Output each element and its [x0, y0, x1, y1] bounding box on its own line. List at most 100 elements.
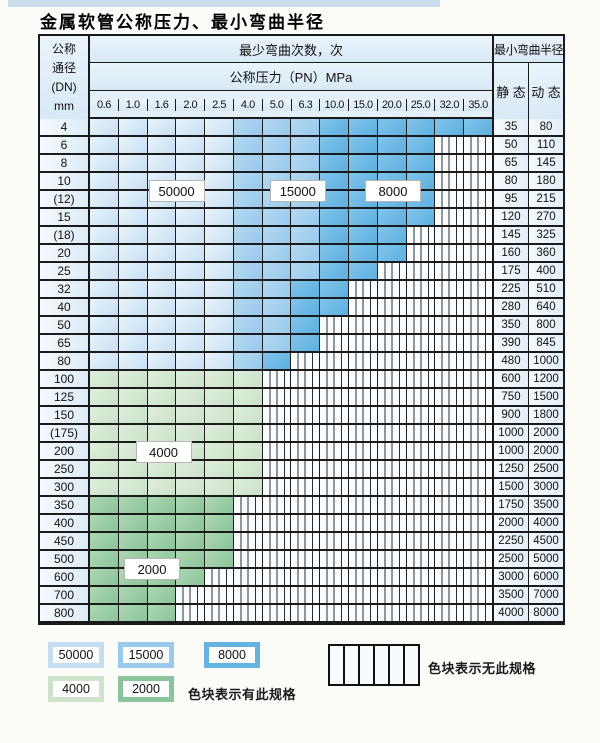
- cycle-cell-4000: [90, 371, 119, 387]
- table-row: 150 900 1800: [40, 407, 563, 425]
- no-spec-cell: [464, 461, 492, 477]
- static-radius-cell: 145: [494, 227, 529, 243]
- cycle-cell-4000: [233, 407, 263, 423]
- no-spec-cell: [435, 389, 465, 405]
- cycle-cell-50000: [205, 299, 234, 315]
- no-spec-cell: [464, 173, 492, 189]
- no-spec-cell: [435, 263, 465, 279]
- pressure-col-header: 1.6: [147, 99, 177, 111]
- no-spec-cell: [320, 605, 350, 621]
- cycle-cell-15000: [233, 299, 263, 315]
- dn-cell: 8: [40, 155, 90, 171]
- no-spec-cell: [406, 371, 436, 387]
- no-spec-cell: [176, 605, 206, 621]
- dynamic-radius-cell: 5000: [529, 551, 563, 567]
- table-row: 4 35 80: [40, 119, 563, 137]
- cycle-cell-50000: [147, 281, 177, 297]
- no-spec-cell: [377, 587, 407, 603]
- cycle-cell-50000: [90, 191, 119, 207]
- legend-has-spec-text: 色块表示有此规格: [188, 687, 297, 702]
- no-spec-cell: [320, 587, 350, 603]
- cycle-cell-15000: [262, 209, 292, 225]
- cycle-cell-50000: [90, 245, 119, 261]
- no-spec-cell: [320, 425, 350, 441]
- cycle-cell-50000: [176, 353, 206, 369]
- cycle-cell-15000: [291, 155, 321, 171]
- cycles-grid: [90, 497, 494, 513]
- table-body: 4 35 80 6 50 110 8 65 145 10 80 180 (12) 95 215 15 120 27…: [40, 119, 563, 623]
- pressure-col-header: 2.0: [176, 99, 206, 111]
- cycle-cell-8000: [349, 245, 378, 261]
- cycles-grid: [90, 227, 494, 243]
- cycles-grid: [90, 479, 494, 495]
- cycle-cell-50000: [205, 155, 234, 171]
- cycle-cell-8000: [406, 155, 436, 171]
- table-row: 450 2250 4500: [40, 533, 563, 551]
- dynamic-radius-cell: 1500: [529, 389, 563, 405]
- cycle-cell-50000: [90, 281, 119, 297]
- cycle-cell-50000: [118, 245, 148, 261]
- cycle-count-label: 2000: [124, 558, 181, 580]
- no-spec-cell: [320, 335, 350, 351]
- no-spec-cell: [435, 173, 465, 189]
- dynamic-radius-cell: 640: [529, 299, 563, 315]
- dn-cell: 65: [40, 335, 90, 351]
- cycle-cell-15000: [233, 137, 263, 153]
- cycle-cell-50000: [118, 137, 148, 153]
- no-spec-cell: [320, 407, 350, 423]
- cycle-cell-8000: [291, 281, 321, 297]
- no-spec-cell: [377, 569, 407, 585]
- no-spec-cell: [291, 605, 321, 621]
- cycle-cell-2000: [205, 515, 234, 531]
- cycle-cell-8000: [349, 227, 378, 243]
- no-spec-cell: [349, 407, 378, 423]
- cycles-grid: [90, 317, 494, 333]
- no-spec-cell: [377, 461, 407, 477]
- no-spec-cell: [349, 425, 378, 441]
- no-spec-cell: [349, 515, 378, 531]
- corner-header-dn: 公称 通径 (DN) mm: [40, 36, 90, 119]
- static-radius-cell: 600: [494, 371, 529, 387]
- dn-cell: 600: [40, 569, 90, 585]
- static-radius-cell: 350: [494, 317, 529, 333]
- no-spec-cell: [464, 605, 492, 621]
- cycle-cell-50000: [176, 119, 206, 135]
- cycles-grid: [90, 137, 494, 153]
- table-row: 65 390 845: [40, 335, 563, 353]
- no-spec-cell: [349, 479, 378, 495]
- cycle-cell-15000: [233, 227, 263, 243]
- no-spec-cell: [320, 371, 350, 387]
- cycle-cell-50000: [147, 299, 177, 315]
- cycle-count-label: 4000: [135, 441, 192, 463]
- cycle-cell-50000: [118, 335, 148, 351]
- static-radius-cell: 390: [494, 335, 529, 351]
- no-spec-cell: [262, 551, 292, 567]
- no-spec-cell: [262, 497, 292, 513]
- no-spec-cell: [320, 533, 350, 549]
- dn-cell: 100: [40, 371, 90, 387]
- cycle-cell-4000: [233, 389, 263, 405]
- no-spec-cell: [320, 461, 350, 477]
- no-spec-cell: [349, 353, 378, 369]
- cycle-cell-15000: [233, 317, 263, 333]
- no-spec-cell: [205, 587, 234, 603]
- no-spec-cell: [377, 389, 407, 405]
- no-spec-cell: [406, 569, 436, 585]
- cycles-grid: [90, 353, 494, 369]
- legend-swatch-8000: 8000: [204, 642, 260, 668]
- static-radius-cell: 95: [494, 191, 529, 207]
- cycle-cell-8000: [377, 245, 407, 261]
- cycle-cell-50000: [205, 209, 234, 225]
- cycle-cell-2000: [176, 551, 206, 567]
- cycle-cell-2000: [90, 515, 119, 531]
- cycle-cell-4000: [147, 389, 177, 405]
- cycle-cell-4000: [118, 371, 148, 387]
- no-spec-cell: [435, 569, 465, 585]
- no-spec-cell: [320, 515, 350, 531]
- cycle-cell-50000: [205, 281, 234, 297]
- table-row: 32 225 510: [40, 281, 563, 299]
- cycle-cell-8000: [406, 119, 436, 135]
- cycles-grid: [90, 155, 494, 171]
- no-spec-cell: [377, 443, 407, 459]
- no-spec-cell: [377, 605, 407, 621]
